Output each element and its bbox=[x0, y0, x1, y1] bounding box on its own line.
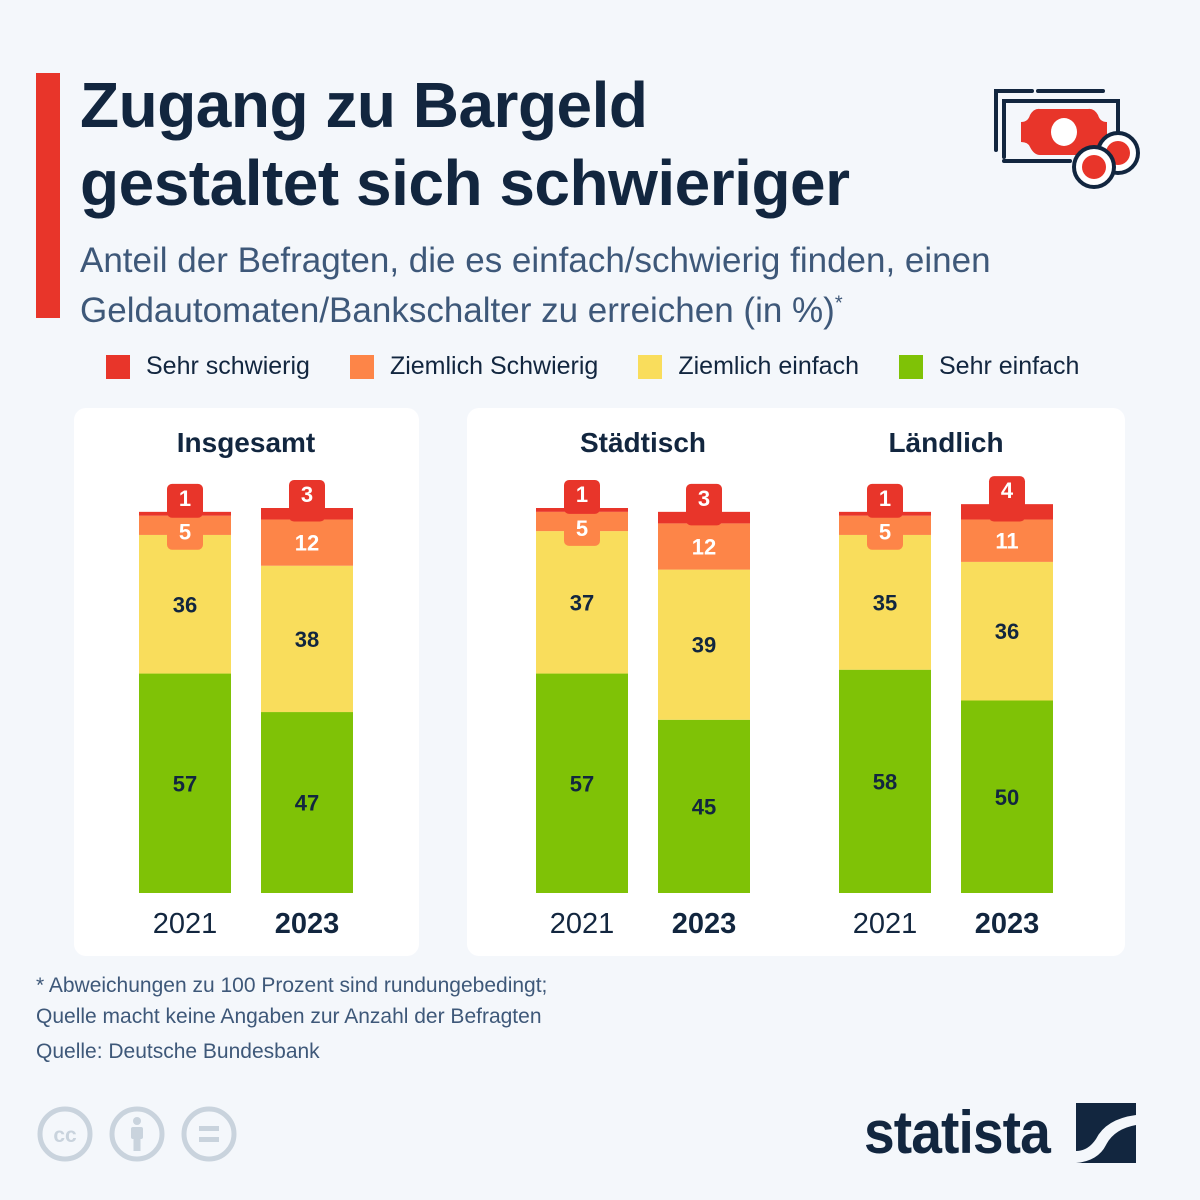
statista-wordmark: statista bbox=[864, 1099, 1051, 1166]
svg-text:cc: cc bbox=[53, 1124, 77, 1147]
legend-label: Sehr einfach bbox=[938, 352, 1080, 380]
footnote-line-1: * Abweichungen zu 100 Prozent sind rundu… bbox=[36, 974, 548, 997]
legend-item-sehr-schwierig: Sehr schwierig bbox=[106, 352, 310, 381]
legend-item-sehr-einfach: Sehr einfach bbox=[898, 352, 1080, 381]
money-bills-coins-icon bbox=[994, 89, 1140, 189]
subtitle: Anteil der Befragten, die es einfach/sch… bbox=[80, 236, 1170, 336]
legend-swatch-ziemlich-einfach bbox=[638, 354, 663, 379]
title-line-2: gestaltet sich schwieriger bbox=[80, 147, 850, 219]
statista-mark-icon bbox=[1076, 1102, 1137, 1163]
legend-label: Ziemlich Schwierig bbox=[389, 352, 599, 380]
statista-logo[interactable]: statista bbox=[864, 1098, 1137, 1167]
legend-item-ziemlich-einfach: Ziemlich einfach bbox=[638, 352, 859, 381]
legend-label: Sehr schwierig bbox=[146, 352, 310, 380]
panel-stadt-land bbox=[467, 408, 1125, 956]
no-derivatives-icon[interactable] bbox=[180, 1105, 238, 1163]
legend-label: Ziemlich einfach bbox=[678, 352, 859, 380]
page-title: Zugang zu Bargeld gestaltet sich schwier… bbox=[80, 66, 960, 222]
title-line-1: Zugang zu Bargeld bbox=[80, 69, 648, 141]
cc-icon[interactable]: cc bbox=[36, 1105, 94, 1163]
attribution-icon[interactable] bbox=[108, 1105, 166, 1163]
footnote: * Abweichungen zu 100 Prozent sind rundu… bbox=[36, 970, 547, 1032]
legend-swatch-sehr-einfach bbox=[898, 354, 923, 379]
source-text: Quelle: Deutsche Bundesbank bbox=[36, 1040, 320, 1063]
chart-legend: Sehr schwierig Ziemlich Schwierig Ziemli… bbox=[106, 352, 1119, 381]
license-icons: cc bbox=[36, 1105, 252, 1163]
legend-item-ziemlich-schwierig: Ziemlich Schwierig bbox=[349, 352, 599, 381]
legend-swatch-sehr-schwierig bbox=[106, 354, 130, 379]
subtitle-line-2: Geldautomaten/Bankschalter zu erreichen … bbox=[80, 291, 835, 330]
subtitle-footnote-marker: * bbox=[834, 292, 843, 315]
title-accent-bar bbox=[36, 73, 60, 318]
legend-swatch-ziemlich-schwierig bbox=[349, 354, 374, 379]
footnote-line-2: Quelle macht keine Angaben zur Anzahl de… bbox=[36, 1005, 542, 1028]
subtitle-line-1: Anteil der Befragten, die es einfach/sch… bbox=[80, 241, 991, 280]
panel-insgesamt bbox=[74, 408, 419, 956]
